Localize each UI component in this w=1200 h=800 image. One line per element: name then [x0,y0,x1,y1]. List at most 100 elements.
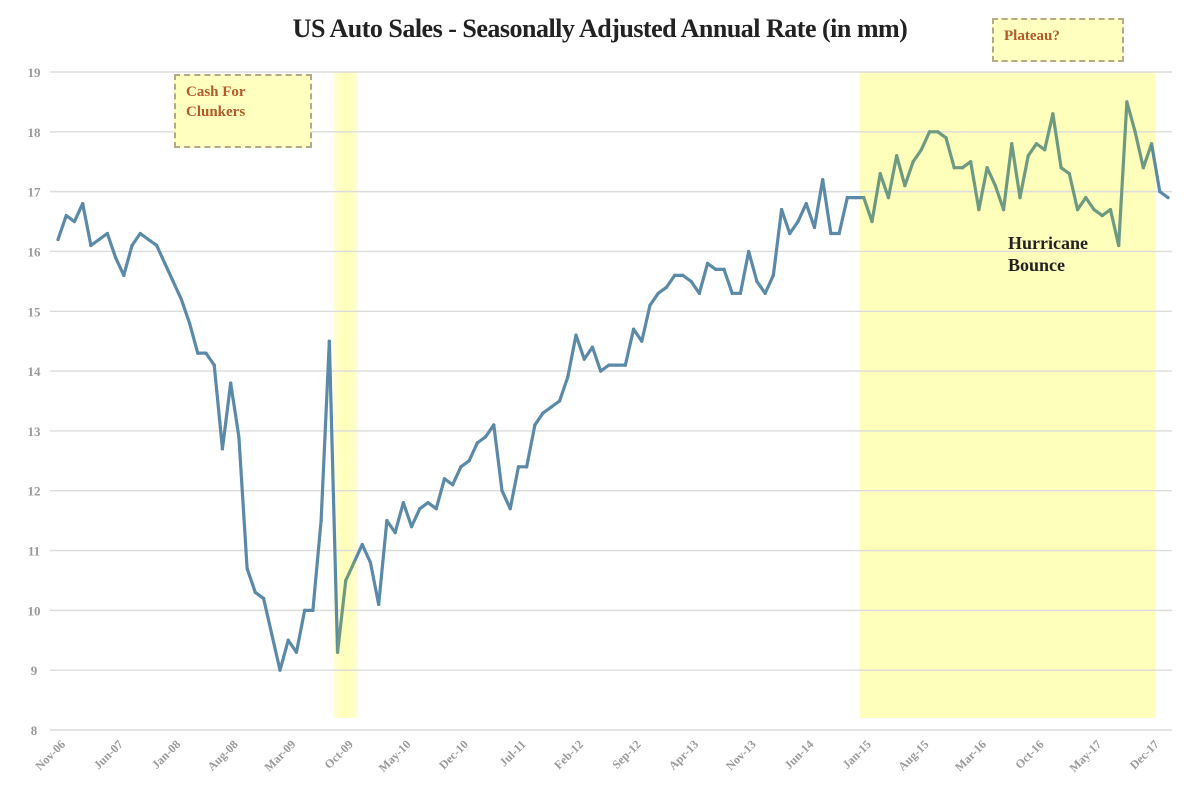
data-point [179,297,183,301]
data-point [1043,148,1047,152]
x-tick-label: Jul-11 [497,737,529,769]
data-point [722,267,726,271]
series-segment [1010,142,1022,200]
series-segment [113,255,126,277]
y-tick-label: 18 [28,125,42,140]
series-segment [467,441,479,463]
series-segment [747,249,759,283]
data-point [146,237,151,242]
series-segment [549,399,562,409]
series-segment [722,267,734,295]
x-tick-label: Jan-08 [149,737,183,771]
data-point [936,130,940,134]
data-point [409,525,414,529]
series-segment [237,435,249,571]
x-tick-label: Feb-12 [551,737,586,772]
data-point [113,255,118,260]
series-segment [344,560,356,583]
series-segment [557,375,570,403]
data-point [533,423,537,427]
y-axis-ticks: 8 9 10 11 12 13 14 15 16 17 18 19 [28,65,42,738]
series-segment [1141,142,1154,170]
data-point [673,273,677,277]
series-segment [105,231,118,260]
y-tick-label: 9 [31,663,38,678]
data-point [319,519,323,523]
data-point [270,632,274,636]
series-segment [944,136,956,170]
x-tick-label: Mar-09 [261,737,298,774]
series-segment [138,231,151,242]
data-point [352,560,356,565]
series-segment [1158,190,1170,200]
data-point [755,279,759,283]
series-segment [97,231,109,242]
series-segment [1084,196,1096,212]
data-point [648,303,652,307]
data-point [1149,142,1154,146]
data-point [870,219,874,224]
y-tick-label: 8 [31,723,38,738]
series-segment [533,411,545,427]
data-point [64,213,68,218]
y-tick-label: 15 [28,304,42,319]
y-tick-label: 19 [28,65,42,80]
data-point [952,166,956,170]
series-segment [319,339,331,523]
chart-title: US Auto Sales - Seasonally Adjusted Annu… [292,14,908,43]
series-segment [525,423,537,469]
data-point [541,411,545,415]
data-point [903,184,907,188]
series-segment [985,166,997,188]
series-segment [1059,166,1071,176]
series-segment [903,160,915,188]
y-tick-label: 13 [28,424,42,439]
data-point [1117,243,1121,248]
series-segment [270,632,282,672]
data-point [516,465,521,469]
data-point [327,339,331,343]
data-point [187,321,192,325]
series-segment [796,202,808,224]
data-point [196,351,200,355]
data-point [697,291,701,295]
shaded-regions [333,72,1156,718]
y-tick-label: 17 [28,185,42,200]
series-segment [1117,100,1129,248]
data-point [1092,207,1096,212]
data-point [483,435,488,439]
data-point [615,363,619,367]
series-segment [335,578,348,654]
series-segment [771,207,784,277]
series-segment [755,279,767,295]
series-segment [541,405,553,415]
series-segment [492,423,504,493]
data-point [311,608,315,612]
series-segment [804,202,817,230]
series-segment [1043,112,1055,152]
data-point [130,243,134,248]
y-tick-label: 10 [28,603,41,618]
data-point [574,333,578,337]
x-tick-label: Oct-16 [1012,737,1046,771]
y-tick-label: 12 [28,484,41,499]
series-segment [1108,207,1121,248]
series-segment [122,243,134,277]
x-tick-label: Dec-17 [1127,737,1162,772]
series-segment [418,501,430,511]
data-point [944,136,948,140]
data-point [919,148,923,152]
data-point [656,291,660,295]
series-segment [681,273,693,283]
data-point [1059,166,1063,170]
data-point [467,459,471,463]
data-point [829,231,833,236]
data-point [878,172,882,176]
data-point [599,369,603,373]
series-segment [163,261,175,283]
series-segment [1133,130,1145,170]
data-point [385,519,389,523]
data-point [278,668,282,672]
data-point [335,650,340,654]
